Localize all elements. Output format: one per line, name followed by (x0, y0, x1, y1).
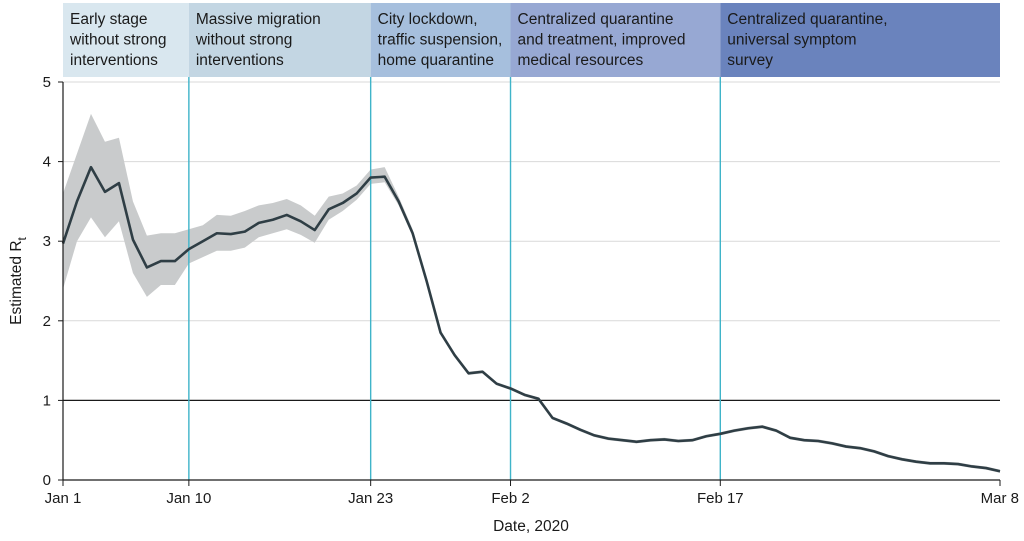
phase-label-line: Centralized quarantine (518, 11, 674, 28)
phase-label-5: Centralized quarantine, universal symptom… (727, 11, 887, 69)
phase-label-line: Early stage (70, 11, 148, 28)
phase-header: Early stage without strong interventionsMa… (63, 3, 1000, 77)
phase-label-3: City lockdown, traffic suspension, home qu… (378, 11, 503, 69)
phase-label-line: survey (727, 52, 773, 69)
phase-label-line: without strong (195, 32, 292, 49)
phase-label-line: City lockdown, (378, 11, 478, 28)
x-tick-label: Jan 23 (348, 490, 393, 507)
rt-line-group (61, 165, 1001, 473)
phase-label-line: without strong (69, 32, 167, 49)
phase-label-line: medical resources (518, 52, 644, 69)
axes: 0 1 2 3 4 5 Jan 1 Jan 10 Jan 23 Feb 2 Feb 17 Mar 8 (43, 74, 1019, 507)
x-tick-label: Jan 10 (166, 490, 211, 507)
phase-divider-group (188, 77, 721, 480)
rt-line (61, 165, 1001, 473)
phase-label-line: Centralized quarantine, (727, 11, 887, 28)
phase-label-line: interventions (70, 52, 158, 69)
phase-box-4 (510, 3, 721, 77)
y-tick-label: 3 (43, 233, 51, 250)
y-axis-title-main: Estimated R (8, 240, 25, 324)
phase-box-2 (188, 3, 371, 77)
y-tick-label: 4 (43, 154, 51, 171)
phase-box-3 (370, 3, 511, 77)
gridlines (63, 81, 1000, 322)
phase-box-5 (720, 3, 1000, 77)
phase-label-1: Early stage without strong interventions (69, 11, 167, 69)
y-tick-label: 1 (43, 392, 51, 409)
phase-label-line: Massive migration (196, 11, 321, 28)
confidence-band (63, 113, 1000, 473)
phase-label-line: traffic suspension, (378, 32, 503, 49)
x-tick-label: Jan 1 (45, 490, 82, 507)
x-tick-label: Feb 2 (491, 490, 529, 507)
x-tick-label: Mar 8 (981, 490, 1019, 507)
phase-label-line: home quarantine (378, 52, 494, 69)
phase-label-line: universal symptom (727, 32, 856, 49)
phase-label-line: and treatment, improved (518, 32, 686, 49)
x-tick-label: Feb 17 (697, 490, 744, 507)
y-axis-title-subscript: t (15, 236, 29, 240)
x-axis-title: Date, 2020 (493, 518, 569, 535)
y-tick-label: 0 (43, 472, 51, 489)
y-tick-label: 5 (43, 74, 51, 91)
confidence-band-group (63, 113, 1000, 473)
phase-label-4: Centralized quarantine and treatment, imp… (518, 11, 686, 69)
phase-label-2: Massive migration without strong intervent… (195, 11, 321, 69)
phase-box-1 (63, 3, 189, 77)
y-axis-title: Estimated Rt (8, 236, 29, 324)
phase-label-line: interventions (196, 52, 284, 69)
y-tick-label: 2 (43, 313, 51, 330)
